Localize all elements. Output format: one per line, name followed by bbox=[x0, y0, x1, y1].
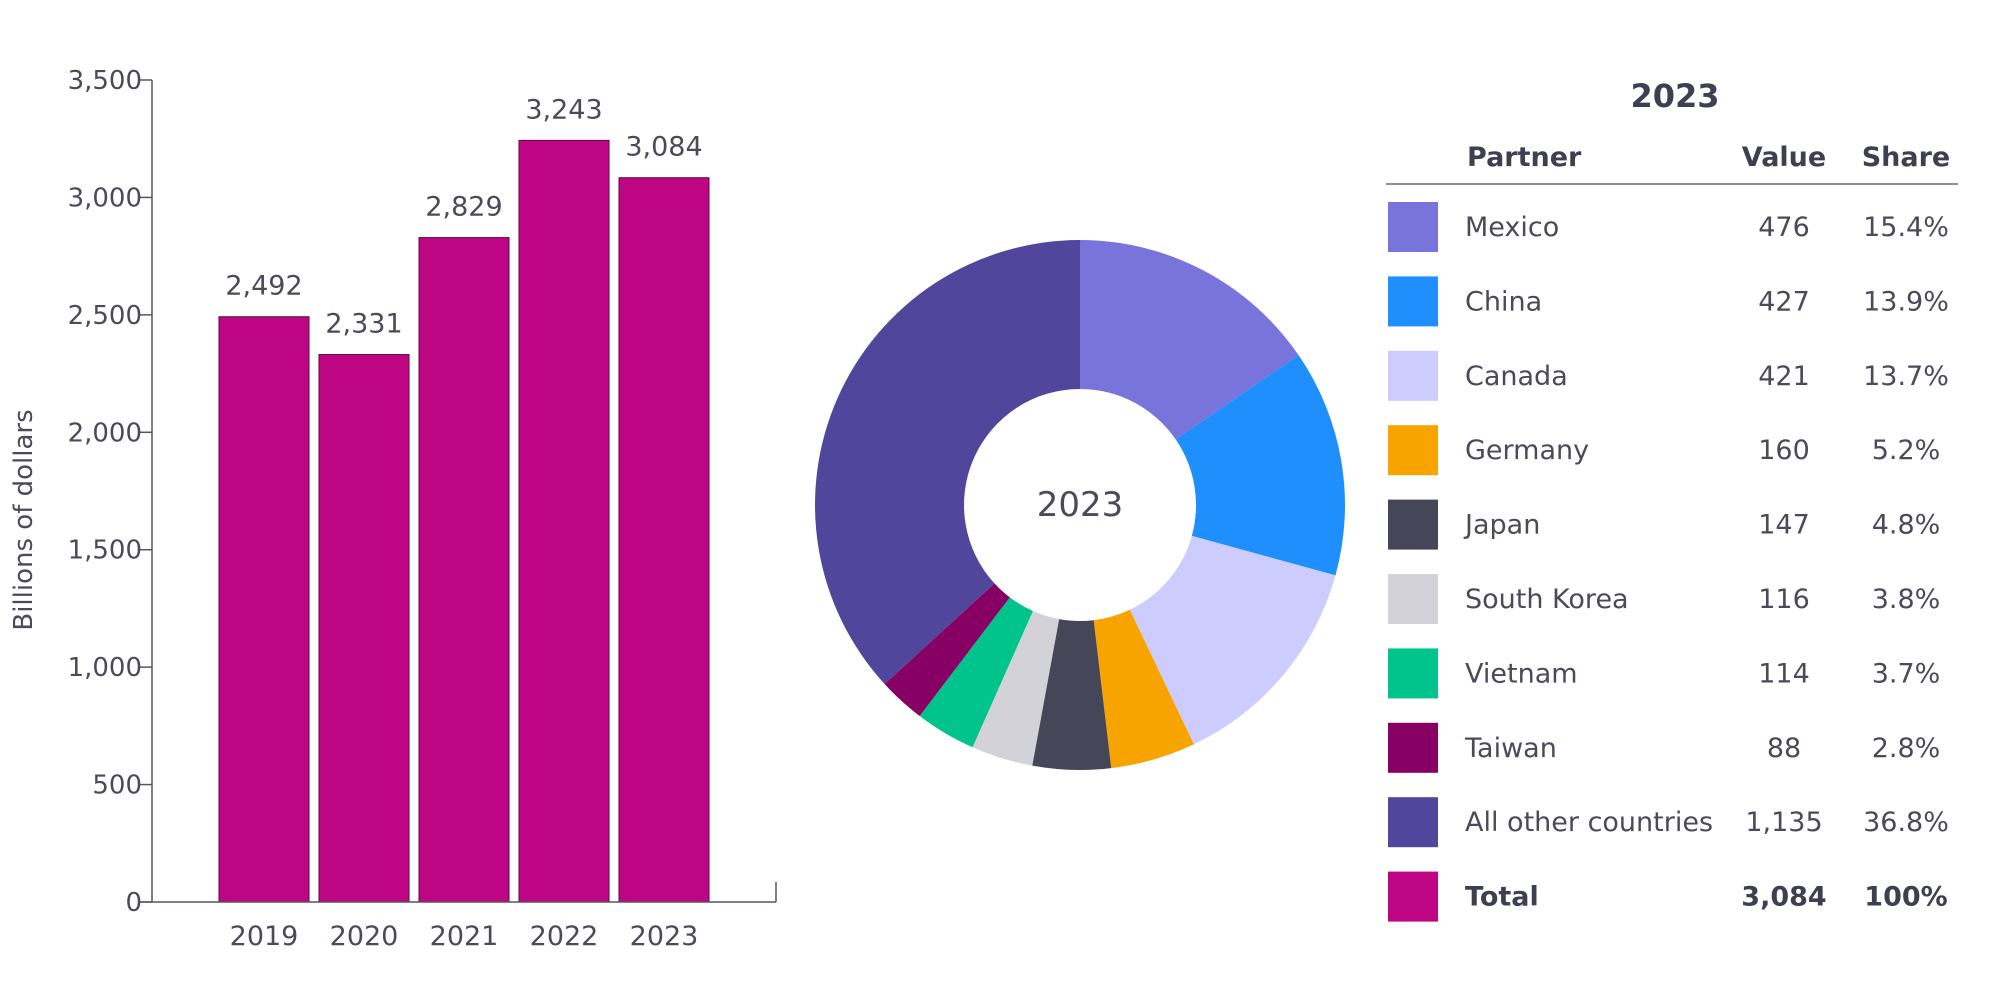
legend-swatch bbox=[1388, 871, 1438, 922]
y-tick-label: 3,000 bbox=[68, 183, 142, 213]
cell-partner: South Korea bbox=[1465, 584, 1629, 615]
table-title: 2023 bbox=[1630, 77, 1719, 115]
donut-slice-south-korea bbox=[972, 611, 1060, 766]
bar-2020 bbox=[318, 354, 410, 903]
donut-slice-mexico bbox=[1080, 240, 1299, 440]
table-row: China 427 13.9% bbox=[1388, 276, 1949, 327]
cell-share: 2.8% bbox=[1872, 733, 1941, 764]
legend-swatch bbox=[1388, 499, 1438, 550]
donut-slice-japan bbox=[1032, 619, 1112, 770]
y-tick-label: 3,500 bbox=[68, 66, 142, 96]
table-row: Total 3,084 100% bbox=[1388, 871, 1948, 922]
table-row: Germany 160 5.2% bbox=[1388, 425, 1941, 476]
bar-chart: Billions of dollars 0 500 1,000 1,500 2,000 2… bbox=[9, 66, 777, 952]
x-tick-label: 2023 bbox=[630, 921, 699, 952]
cell-value: 116 bbox=[1758, 584, 1810, 615]
bar-axes bbox=[138, 80, 777, 903]
cell-partner: Total bbox=[1465, 882, 1539, 913]
cell-partner: All other countries bbox=[1465, 807, 1713, 838]
cell-value: 427 bbox=[1758, 286, 1810, 317]
legend-swatch bbox=[1388, 425, 1438, 476]
y-tick-label: 2,000 bbox=[68, 418, 142, 448]
cell-partner: Vietnam bbox=[1465, 658, 1578, 689]
bar-data-label: 2,331 bbox=[325, 309, 402, 340]
y-tick-label: 1,000 bbox=[68, 653, 142, 683]
donut-slice-germany bbox=[1093, 609, 1194, 769]
column-header-value: Value bbox=[1742, 142, 1826, 173]
legend-swatch bbox=[1388, 574, 1438, 624]
cell-share: 3.8% bbox=[1872, 584, 1941, 615]
table-row: Japan 147 4.8% bbox=[1388, 499, 1941, 550]
legend-swatch bbox=[1388, 797, 1438, 848]
cell-share: 100% bbox=[1864, 882, 1947, 913]
share-table: 2023 Partner Value Share Mexico 476 15.4% C… bbox=[1386, 77, 1958, 922]
cell-value: 88 bbox=[1767, 733, 1801, 764]
donut-chart: 2023 bbox=[814, 240, 1346, 770]
legend-swatch bbox=[1388, 722, 1438, 773]
cell-value: 160 bbox=[1758, 435, 1810, 466]
legend-swatch bbox=[1388, 276, 1438, 327]
x-tick-label: 2021 bbox=[430, 921, 499, 952]
cell-share: 5.2% bbox=[1872, 435, 1941, 466]
cell-partner: China bbox=[1465, 286, 1542, 317]
cell-share: 15.4% bbox=[1863, 212, 1949, 243]
table-rows: Mexico 476 15.4% China 427 13.9% Canada 421 13.7… bbox=[1388, 202, 1949, 922]
y-tick-label: 500 bbox=[92, 771, 142, 801]
donut-slice-vietnam bbox=[919, 597, 1033, 748]
bar-2022 bbox=[518, 139, 610, 903]
donut-slice-taiwan bbox=[884, 583, 1010, 716]
bar-2023 bbox=[618, 177, 710, 903]
cell-partner: Japan bbox=[1463, 510, 1540, 541]
bar-2021 bbox=[418, 237, 510, 903]
y-tick-label: 1,500 bbox=[68, 536, 142, 566]
bar-2019 bbox=[218, 316, 310, 903]
cell-share: 36.8% bbox=[1863, 807, 1949, 838]
donut-center-label: 2023 bbox=[1037, 485, 1124, 525]
table-row: Mexico 476 15.4% bbox=[1388, 202, 1949, 252]
bar-series: 2,492 2019 2,331 2020 2,829 2021 3,243 2022 3,08… bbox=[218, 94, 710, 952]
table-row: Vietnam 114 3.7% bbox=[1388, 648, 1941, 699]
legend-swatch bbox=[1388, 350, 1438, 401]
cell-share: 4.8% bbox=[1872, 510, 1941, 541]
legend-swatch bbox=[1388, 648, 1438, 699]
table-row: All other countries 1,135 36.8% bbox=[1388, 797, 1949, 848]
y-tick-label: 2,500 bbox=[68, 301, 142, 331]
column-header-partner: Partner bbox=[1467, 142, 1582, 173]
bar-data-label: 2,492 bbox=[225, 271, 302, 302]
cell-share: 13.7% bbox=[1863, 361, 1949, 392]
x-tick-label: 2022 bbox=[530, 921, 599, 952]
bar-data-label: 3,243 bbox=[525, 94, 602, 125]
bar-data-label: 2,829 bbox=[425, 192, 502, 223]
bar-data-label: 3,084 bbox=[625, 132, 702, 163]
column-header-share: Share bbox=[1862, 142, 1951, 173]
table-row: South Korea 116 3.8% bbox=[1388, 574, 1940, 624]
donut-slice-china bbox=[1175, 355, 1346, 576]
y-tick-label: 0 bbox=[125, 888, 142, 918]
donut-slice-all-other-countries bbox=[814, 240, 1080, 684]
cell-share: 3.7% bbox=[1872, 658, 1941, 689]
cell-partner: Germany bbox=[1465, 435, 1589, 466]
cell-partner: Canada bbox=[1465, 361, 1568, 392]
cell-share: 13.9% bbox=[1863, 286, 1949, 317]
cell-value: 421 bbox=[1758, 361, 1810, 392]
cell-value: 3,084 bbox=[1741, 882, 1826, 913]
cell-value: 114 bbox=[1758, 658, 1810, 689]
cell-partner: Taiwan bbox=[1464, 733, 1557, 764]
x-tick-label: 2020 bbox=[330, 921, 399, 952]
table-row: Taiwan 88 2.8% bbox=[1388, 722, 1941, 773]
y-axis-ticks: 0 500 1,000 1,500 2,000 2,500 3,000 3,500 bbox=[68, 66, 152, 918]
legend-swatch bbox=[1388, 202, 1438, 252]
donut-slice-canada bbox=[1129, 535, 1336, 745]
cell-value: 1,135 bbox=[1745, 807, 1822, 838]
x-tick-label: 2019 bbox=[230, 921, 299, 952]
cell-value: 147 bbox=[1758, 510, 1810, 541]
donut-slices bbox=[814, 240, 1346, 770]
y-axis-title: Billions of dollars bbox=[9, 409, 39, 630]
cell-partner: Mexico bbox=[1465, 212, 1559, 243]
cell-value: 476 bbox=[1758, 212, 1810, 243]
table-row: Canada 421 13.7% bbox=[1388, 350, 1949, 401]
